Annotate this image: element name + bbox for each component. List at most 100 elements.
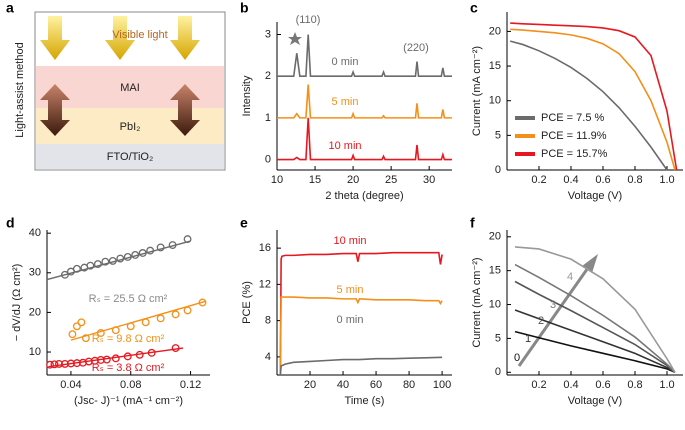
point [101,257,110,266]
x-tick-label: 0.4 [563,379,578,391]
light-label: Visible light [112,29,167,41]
series-label: 0 min [332,56,359,68]
y-tick-label: 0 [265,153,271,165]
point [60,270,69,279]
series-label: 2 [538,315,544,327]
point [50,360,59,369]
series-line [277,34,452,77]
series-label: 0 min [337,314,364,326]
x-tick-label: 0.2 [531,174,546,186]
annotation: Rₛ = 9.8 Ω cm² [92,333,165,345]
y-tick-label: 30 [29,267,41,279]
series-label: 10 min [333,235,366,247]
y-tick-label: 3 [265,28,271,40]
fit-line [46,240,191,281]
diffusion-arrow [40,84,70,136]
annotation: Rₛ = 25.5 Ω cm² [89,293,168,305]
series-label: 4 [567,271,573,283]
annotation: (110) [296,14,321,26]
series-label: 5 min [332,96,359,108]
point [156,314,165,323]
x-axis-title: Voltage (V) [568,190,622,202]
layer-label: FTO/TiO₂ [107,151,153,163]
fit-line [70,300,206,341]
point [72,322,81,331]
y-axis-title: Intensity [241,75,253,116]
series-line [279,296,443,376]
y-tick-label: 15 [489,265,501,277]
x-tick-label: 0.6 [595,174,610,186]
series-label: 3 [550,299,556,311]
legend-label: PCE = 15.7% [541,148,608,160]
x-tick-label: 20 [304,379,316,391]
y-tick-label: 0 [495,164,501,176]
x-tick-label: 60 [370,379,382,391]
point [68,330,77,339]
series-line [279,251,443,376]
y-tick-label: 16 [259,242,271,254]
series-line [514,263,676,373]
y-tick-label: 10 [489,298,501,310]
y-tick-label: 2 [265,70,271,82]
series-line [510,22,678,171]
point [46,360,54,369]
fit-line [48,347,184,368]
panel-letter: d [6,215,15,231]
y-tick-label: 5 [495,129,501,141]
x-tick-label: 10 [271,174,283,186]
panel-letter: c [470,0,478,16]
y-tick-label: 4 [265,351,271,363]
x-tick-label: 1.0 [659,174,674,186]
point [81,334,90,343]
series-line [277,117,452,161]
y-tick-label: 20 [29,306,41,318]
light-arrow [105,16,135,60]
point [93,260,102,269]
x-tick-label: 0.6 [595,379,610,391]
diffusion-arrow [170,84,200,136]
series-label: 10 min [328,140,361,152]
y-tick-label: 40 [29,227,41,239]
point [141,318,150,327]
y-tick-label: 10 [489,95,501,107]
y-tick-label: 20 [489,231,501,243]
point [183,306,192,315]
x-tick-label: 0.08 [120,379,141,391]
x-axis-title: Time (s) [345,395,385,407]
panel-a: a Visible light MAI PbI₂ FTO/TiO₂ Light-… [6,0,226,171]
x-tick-label: 100 [433,379,451,391]
point [86,261,95,270]
x-axis-title: Voltage (V) [568,395,622,407]
x-tick-label: 25 [385,174,397,186]
y-tick-label: 10 [29,346,41,358]
layer-label: MAI [120,82,140,94]
series-line [277,84,452,119]
series-line [514,309,676,373]
series-line [514,246,676,373]
point [156,243,165,252]
series-line [514,280,676,373]
y-tick-label: 15 [489,60,501,72]
x-tick-label: 0.8 [627,174,642,186]
series-label: 0 [514,352,520,364]
y-tick-label: 1 [265,112,271,124]
x-tick-label: 30 [423,174,435,186]
legend-label: PCE = 7.5 % [541,112,605,124]
y-tick-label: 0 [495,366,501,378]
layer-mai [36,66,224,108]
series-label: 1 [525,333,531,345]
x-tick-label: 20 [347,174,359,186]
legend-label: PCE = 11.9% [541,130,607,142]
annotation: (220) [403,42,429,54]
impurity-star [288,32,302,45]
panel-letter: f [470,215,475,231]
annotation: Rₛ = 3.8 Ω cm² [92,362,165,374]
x-tick-label: 0.8 [627,379,642,391]
panel-letter: e [240,215,248,231]
y-axis-title: Current (mA cm⁻²) [471,46,483,136]
y-axis-title: − dV/dJ (Ω cm²) [11,264,23,342]
panel-letter: b [240,0,249,16]
series-line [510,28,676,171]
y-tick-label: 12 [259,278,271,290]
